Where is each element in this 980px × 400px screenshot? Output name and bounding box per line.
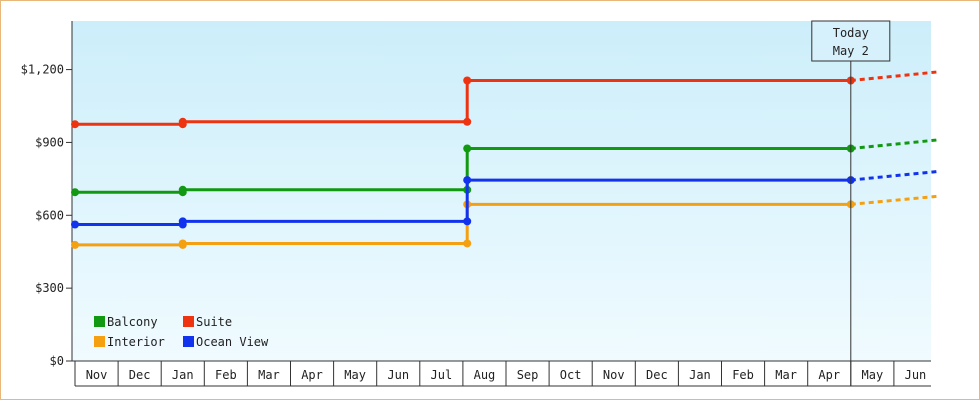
month-label: Nov bbox=[603, 368, 625, 382]
month-label: Jan bbox=[689, 368, 711, 382]
month-label: Feb bbox=[215, 368, 237, 382]
y-tick-label: $300 bbox=[35, 281, 64, 295]
legend-label-suite: Suite bbox=[196, 315, 232, 329]
series-line-balcony bbox=[75, 147, 851, 194]
data-point-ocean-view bbox=[71, 220, 79, 229]
y-tick-label: $900 bbox=[35, 135, 64, 149]
month-label: Jun bbox=[387, 368, 409, 382]
data-point-interior bbox=[178, 239, 187, 248]
projection-line-interior bbox=[850, 194, 938, 206]
data-point-suite bbox=[463, 117, 472, 126]
data-point-interior bbox=[463, 239, 472, 248]
y-tick-label: $1,200 bbox=[21, 63, 64, 77]
month-label: Sep bbox=[517, 368, 539, 382]
y-tick-label: $0 bbox=[50, 354, 64, 368]
projection-line-balcony bbox=[850, 138, 938, 150]
month-label: Mar bbox=[258, 368, 280, 382]
series-line-suite bbox=[75, 79, 851, 126]
today-label: Today bbox=[833, 26, 869, 40]
data-point-ocean-view bbox=[178, 217, 187, 226]
series-layer bbox=[71, 70, 938, 249]
data-point-suite bbox=[178, 117, 187, 126]
legend-swatch-balcony bbox=[94, 316, 105, 327]
data-point-ocean-view bbox=[463, 176, 472, 185]
data-point-suite bbox=[463, 76, 472, 85]
today-box bbox=[811, 20, 891, 62]
month-label: Jul bbox=[431, 368, 453, 382]
legend-swatch-interior bbox=[94, 336, 105, 347]
month-label: Dec bbox=[129, 368, 151, 382]
legend-label-interior: Interior bbox=[107, 335, 165, 349]
y-tick-label: $600 bbox=[35, 208, 64, 222]
legend: Balcony Suite Interior Ocean View bbox=[94, 315, 269, 349]
data-point-ocean-view bbox=[463, 217, 472, 226]
month-label: Nov bbox=[86, 368, 108, 382]
series-line-interior bbox=[75, 202, 851, 247]
month-label: May bbox=[862, 368, 884, 382]
projection-line-ocean-view bbox=[850, 170, 938, 182]
today-marker: Today May 2 bbox=[811, 20, 891, 386]
data-point-balcony bbox=[178, 185, 187, 194]
month-label: Oct bbox=[560, 368, 582, 382]
legend-swatch-ocean-view bbox=[183, 336, 194, 347]
month-label: Jun bbox=[905, 368, 927, 382]
legend-label-balcony: Balcony bbox=[107, 315, 158, 329]
projection-line-suite bbox=[850, 70, 938, 82]
y-axis: $0 $300 $600 $900 $1,200 bbox=[21, 21, 73, 368]
month-label: Dec bbox=[646, 368, 668, 382]
legend-label-ocean-view: Ocean View bbox=[196, 335, 269, 349]
data-point-interior bbox=[71, 240, 79, 249]
series-line-ocean-view bbox=[75, 178, 851, 227]
month-label: Feb bbox=[732, 368, 754, 382]
data-point-balcony bbox=[71, 188, 79, 197]
data-point-balcony bbox=[463, 144, 472, 153]
month-label: May bbox=[344, 368, 366, 382]
x-axis: Nov Dec Jan Feb Mar Apr May Jun Jul Aug Sep Oct Nov D… bbox=[72, 360, 931, 387]
month-label: Jan bbox=[172, 368, 194, 382]
data-point-suite bbox=[71, 120, 79, 129]
month-label: Apr bbox=[301, 368, 323, 382]
month-label: Aug bbox=[474, 368, 496, 382]
month-label: Apr bbox=[818, 368, 840, 382]
today-date: May 2 bbox=[833, 44, 869, 58]
month-label: Mar bbox=[775, 368, 797, 382]
legend-swatch-suite bbox=[183, 316, 194, 327]
